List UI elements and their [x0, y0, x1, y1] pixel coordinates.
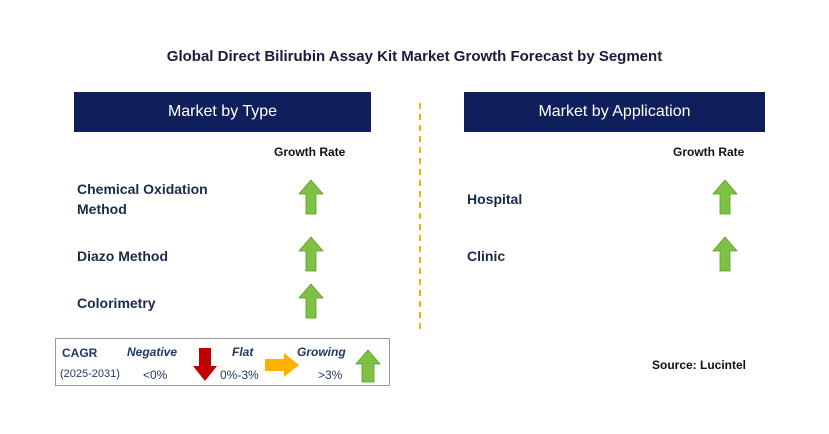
- legend-range: 0%-3%: [220, 368, 259, 382]
- down-arrow: [193, 348, 217, 381]
- panel-header: Market by Application: [464, 92, 765, 132]
- segment-label: Chemical Oxidation Method: [77, 181, 208, 217]
- growth-arrow: [298, 179, 324, 215]
- legend-range: >3%: [318, 368, 343, 382]
- segment-label: Colorimetry: [77, 295, 156, 311]
- segment-label: Diazo Method: [77, 248, 168, 264]
- column-header: Growth Rate: [274, 145, 346, 159]
- arrow-shape: [298, 283, 324, 319]
- right-arrow: [265, 353, 299, 377]
- title: Global Direct Bilirubin Assay Kit Market…: [166, 48, 663, 65]
- arrow-shape: [712, 236, 738, 272]
- growth-arrow: [712, 179, 738, 215]
- arrow-shape: [298, 179, 324, 215]
- legend-range: <0%: [143, 368, 168, 382]
- source: Source: Lucintel: [652, 358, 747, 372]
- segment-label: Hospital: [467, 191, 523, 207]
- column-header: Growth Rate: [673, 145, 745, 159]
- growth-arrow: [712, 236, 738, 272]
- legend-name: Growing: [297, 345, 346, 359]
- legend-name: Negative: [127, 345, 178, 359]
- legend-box: [55, 338, 390, 386]
- growth-arrow: [298, 236, 324, 272]
- legend-label: CAGR: [62, 346, 98, 360]
- panel-header: Market by Type: [74, 92, 371, 132]
- up-arrow: [355, 349, 381, 383]
- arrow-shape: [712, 179, 738, 215]
- growth-arrow: [298, 283, 324, 319]
- arrow-shape: [298, 236, 324, 272]
- legend-name: Flat: [232, 345, 254, 359]
- segment-label: Clinic: [467, 248, 506, 264]
- legend-period: (2025-2031): [60, 368, 120, 380]
